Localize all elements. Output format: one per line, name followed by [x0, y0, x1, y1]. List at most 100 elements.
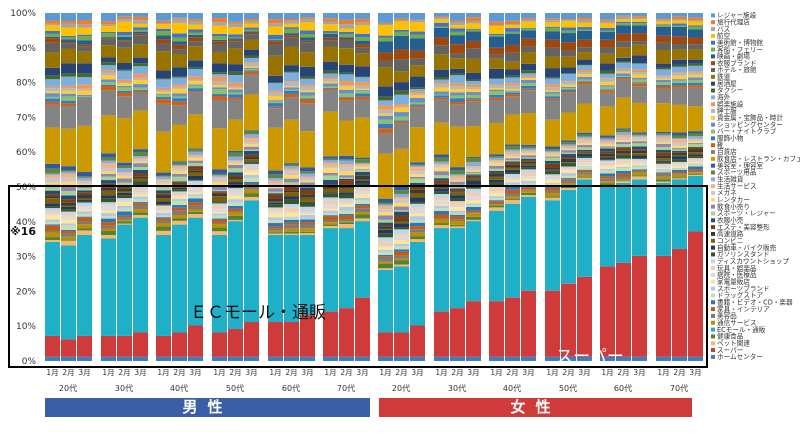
bar-segment [656, 176, 671, 180]
legend-label: スポーツ・レジャー [717, 210, 776, 218]
bar-segment [228, 119, 243, 151]
bar-segment [172, 86, 187, 89]
bar-segment [672, 179, 687, 249]
bar-segment [656, 163, 671, 165]
bar-segment [228, 211, 243, 213]
y-tick-label: 90% [16, 44, 36, 54]
bar-segment [156, 190, 171, 194]
legend-swatch [711, 122, 715, 127]
bar-segment [378, 119, 393, 124]
bar-segment [672, 82, 687, 86]
bar-segment [339, 177, 354, 179]
bar-segment [688, 163, 703, 164]
month-label: 3月 [633, 368, 645, 377]
bar-segment [188, 68, 203, 77]
bar-segment [284, 356, 299, 361]
bar-segment [268, 223, 283, 227]
bar-segment [244, 32, 259, 35]
bar-segment [300, 214, 315, 219]
bar-segment [394, 233, 409, 236]
bar-segment [133, 73, 148, 78]
bar-segment [434, 95, 449, 98]
bar-segment [434, 188, 449, 192]
bar-segment [577, 166, 592, 168]
bar-segment [323, 77, 338, 80]
bar-segment [632, 137, 647, 140]
bar-segment [577, 356, 592, 361]
bar-segment [188, 148, 203, 150]
bar-segment [117, 168, 132, 173]
bar-segment [117, 87, 132, 91]
bar-segment [545, 171, 560, 175]
bar-segment [521, 150, 536, 152]
bar-segment [410, 102, 425, 105]
bar-segment [45, 168, 60, 174]
bar-segment [450, 226, 465, 229]
bar-segment [489, 36, 504, 48]
bar-segment [688, 85, 703, 88]
bar-segment [434, 211, 449, 215]
bar-segment [561, 177, 576, 179]
bar-segment [212, 196, 227, 202]
bar-segment [577, 179, 592, 277]
bar-segment [323, 61, 338, 71]
bar-segment [656, 161, 671, 164]
bar-segment [284, 163, 299, 165]
bar-segment [600, 53, 615, 64]
legend-swatch [711, 184, 715, 189]
month-label: 1月 [46, 368, 58, 377]
bar-segment [410, 207, 425, 209]
legend-label: ドラッグストア [717, 291, 764, 300]
bar-segment [545, 197, 560, 201]
bar-segment [228, 168, 243, 173]
bar-segment [545, 20, 560, 23]
bar-segment [450, 22, 465, 26]
bar-segment [577, 74, 592, 77]
bar-segment [117, 200, 132, 202]
age-group-label: 30代 [448, 383, 466, 393]
bar-segment [101, 210, 116, 214]
bar-segment [577, 151, 592, 153]
bar-segment [268, 226, 283, 229]
bar-segment [244, 149, 259, 151]
month-label: 1月 [657, 368, 669, 377]
bar-segment [450, 75, 465, 84]
bar-segment [268, 228, 283, 231]
bar-segment [632, 161, 647, 164]
bar-segment [300, 131, 315, 168]
bar-segment [212, 356, 227, 361]
bar-segment [117, 31, 132, 36]
bar-segment [77, 77, 92, 85]
bar-segment [228, 41, 243, 49]
bar-segment [489, 156, 504, 158]
bar-segment [212, 215, 227, 219]
bar-segment [672, 66, 687, 73]
legend-swatch [711, 320, 715, 325]
bar-segment [410, 127, 425, 163]
bar-segment [77, 188, 92, 191]
bar-segment [355, 185, 370, 190]
bar-segment [339, 40, 354, 49]
bar-segment [244, 154, 259, 158]
bar-segment [244, 19, 259, 22]
bar-segment [672, 151, 687, 153]
month-label: 2月 [229, 368, 241, 377]
bar-segment [616, 166, 631, 168]
bar-segment [410, 95, 425, 99]
bar-segment [545, 152, 560, 154]
bar-segment [410, 229, 425, 233]
bar-segment [545, 182, 560, 184]
bar-segment [410, 176, 425, 179]
bar-segment [410, 91, 425, 94]
bar-segment [45, 206, 60, 209]
bar-segment [45, 101, 60, 105]
bar-segment [489, 47, 504, 55]
bar-segment [228, 190, 243, 193]
bar-segment [616, 179, 631, 181]
legend-label: ECモール・通販 [717, 325, 766, 334]
bar-segment [172, 198, 187, 201]
bar-segment [244, 141, 259, 145]
bar-segment [616, 262, 631, 357]
legend-label: 自動車・バイク販売 [717, 243, 777, 252]
bar-segment [434, 82, 449, 84]
